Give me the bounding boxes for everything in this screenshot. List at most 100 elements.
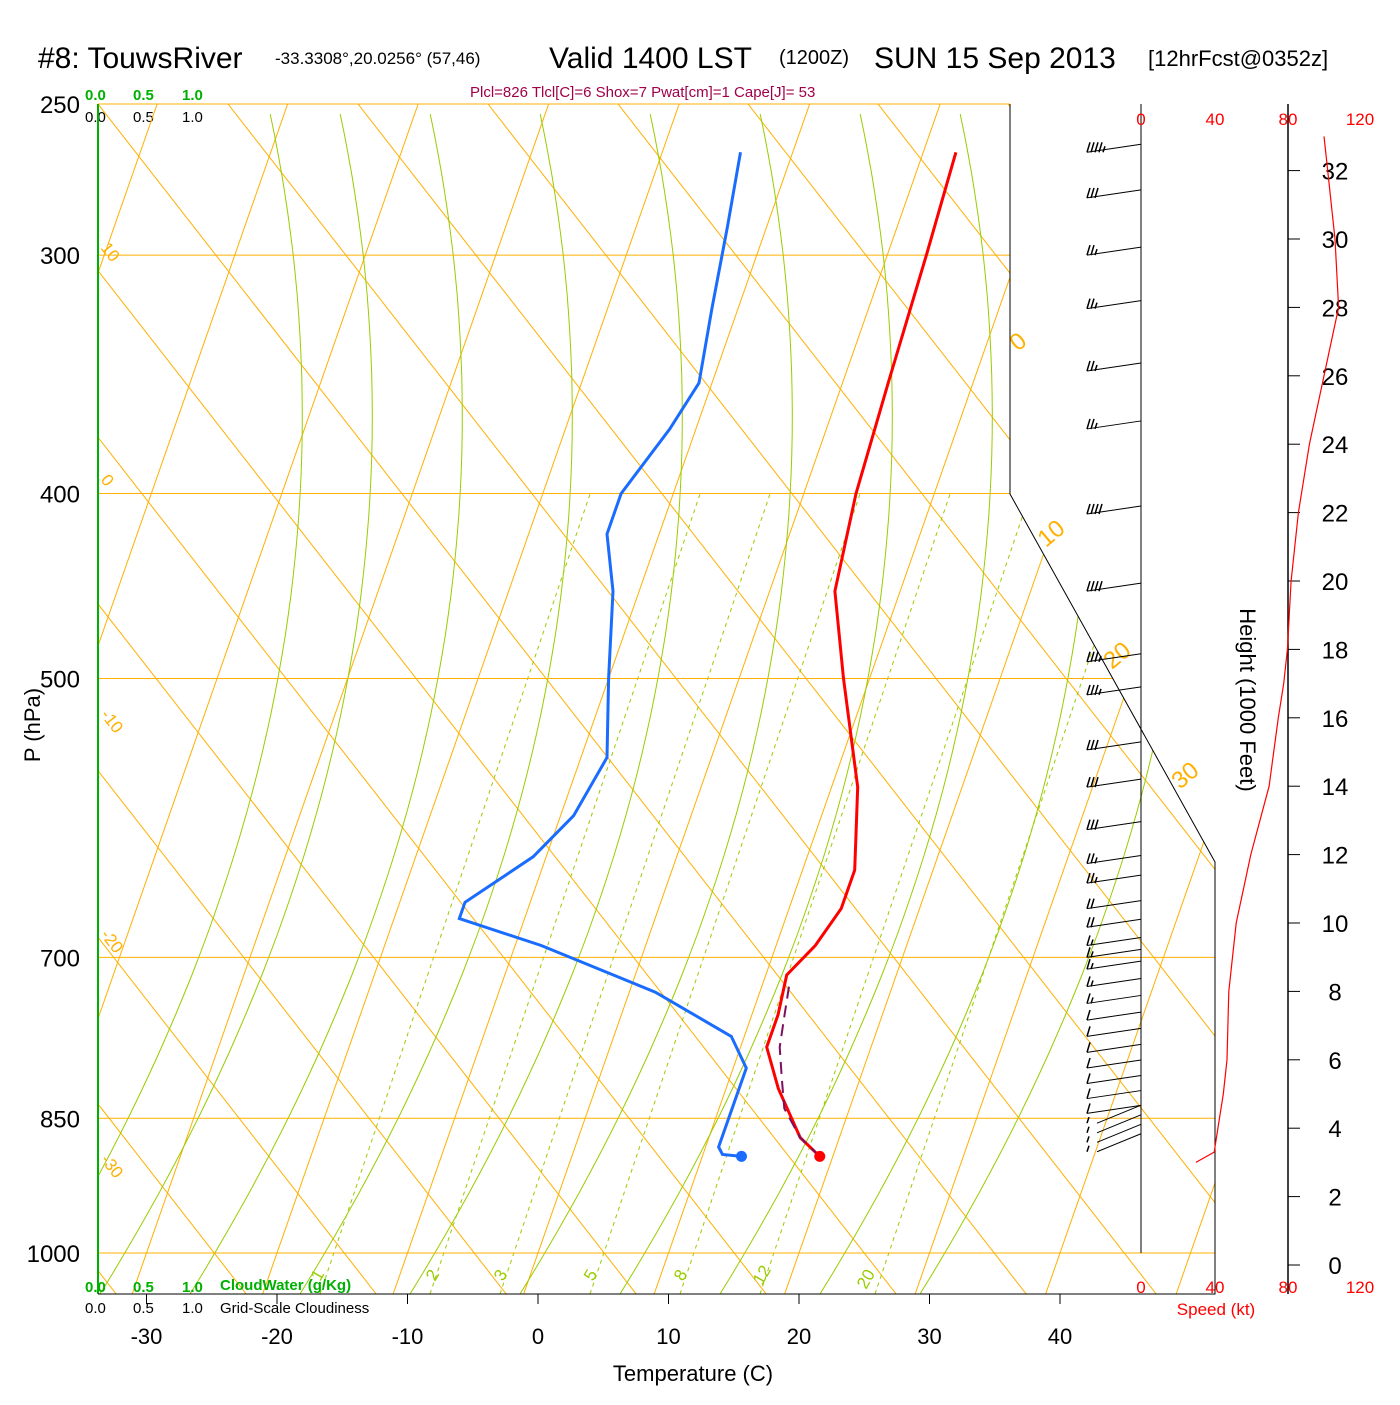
adiabat-line: [98, 104, 897, 1294]
isotherm-label-right: 0: [1005, 327, 1033, 356]
adiabat-line: [98, 104, 767, 1294]
stability-indices: Plcl=826 Tlcl[C]=6 Shox=7 Pwat[cm]=1 Cap…: [470, 84, 815, 101]
wind-barb: [1086, 898, 1142, 910]
wind-barb-flag: [1094, 651, 1099, 662]
cloudwater-tick: 0.0: [85, 87, 106, 104]
cloudwater-tick: 0.5: [133, 1279, 154, 1296]
wind-barb-half-flag: [1098, 655, 1102, 662]
speed-tick-label: 40: [1206, 1278, 1225, 1297]
height-tick-label: 0: [1328, 1253, 1341, 1280]
forecast-label: [12hrFcst@0352z]: [1148, 46, 1328, 71]
wind-barb: [1086, 142, 1142, 153]
adiabat-line: [98, 104, 377, 1294]
wind-barb: [1086, 418, 1142, 430]
wind-barb-flag: [1086, 187, 1091, 199]
wind-barb-half-flag: [1098, 688, 1102, 696]
isotherm-label-right: 30: [1167, 757, 1205, 795]
wind-barb-flag: [1086, 958, 1091, 970]
wind-barb-shaft: [1086, 1090, 1142, 1100]
wind-barb: [1086, 503, 1142, 515]
cloudwater-tick: 0.5: [133, 87, 154, 104]
wind-barb-half-flag: [1094, 422, 1098, 430]
pressure-tick-label: 400: [40, 482, 80, 509]
wind-barb-flag: [1094, 580, 1099, 592]
wind-barb: [1086, 1133, 1142, 1153]
wind-barb-flag: [1086, 917, 1091, 928]
cloudwater-scale-bottom: 0.0 0.5 1.0 CloudWater (g/Kg): [85, 1277, 351, 1296]
wind-barb-shaft: [1086, 1074, 1142, 1084]
wind-barb-flag: [1086, 580, 1091, 592]
isotherm-line: [262, 104, 680, 1294]
mixing-ratio-line: [319, 493, 591, 1294]
wind-barb-flag: [1094, 503, 1099, 515]
wind-barb-flag: [1090, 898, 1095, 909]
wind-barb-flag: [1090, 739, 1095, 751]
wind-barb-flag: [1098, 503, 1103, 515]
wind-barb-flag: [1098, 580, 1103, 592]
height-tick-label: 16: [1322, 706, 1349, 733]
wind-barb: [1086, 1123, 1142, 1143]
adiabat-line: [1137, 104, 1215, 1294]
wind-barb-flag: [1090, 503, 1095, 515]
adiabat-line: [98, 104, 637, 1294]
temp-tick-label: 10: [656, 1324, 680, 1349]
wind-barb-shaft: [1086, 960, 1142, 970]
temp-tick-label: 40: [1048, 1324, 1072, 1349]
wind-barb-flag: [1090, 360, 1095, 372]
height-axis-title: Height (1000 Feet): [1235, 608, 1260, 791]
adiabat-line: [357, 104, 1215, 1294]
wind-barb-half-flag: [1086, 1116, 1090, 1124]
x-axis-title: Temperature (C): [613, 1361, 773, 1386]
height-tick-label: 2: [1328, 1185, 1341, 1212]
wind-barb-shaft: [1086, 1027, 1142, 1037]
height-tick-label: 14: [1322, 774, 1349, 801]
wind-barb: [1086, 853, 1142, 864]
wind-barb-flag: [1090, 142, 1095, 153]
isotherm-grid: [98, 104, 1215, 1294]
plot-border: [98, 104, 1216, 1295]
wind-barb-half-flag: [1094, 364, 1098, 372]
temp-tick-label: -30: [131, 1324, 163, 1349]
mixing-ratio-label: 20: [853, 1266, 879, 1292]
wind-barb: [1086, 917, 1142, 928]
wind-barb-shaft: [1096, 1104, 1142, 1124]
wind-barb: [1086, 1057, 1142, 1069]
wind-barb-flag: [1086, 935, 1091, 946]
plot-frame: -30 -20 -10 0 10 20 30 40: [97, 104, 1216, 1349]
wind-barb-flag: [1094, 187, 1099, 199]
wind-barb: [1086, 187, 1142, 199]
wind-barb-flag: [1090, 819, 1095, 830]
wind-barb-flag: [1094, 684, 1099, 696]
wind-barb: [1086, 947, 1142, 958]
wind-barb-flag: [1086, 1009, 1091, 1021]
wind-barb-flag: [1086, 993, 1091, 1004]
y-axis-title: P (hPa): [20, 688, 45, 762]
height-tick-label: 6: [1328, 1048, 1341, 1075]
pressure-tick-label: 700: [40, 945, 80, 972]
wind-barb: [1086, 819, 1142, 831]
wind-barb: [1086, 935, 1142, 946]
isotherm-line: [131, 104, 550, 1294]
wind-barb-flag: [1090, 651, 1095, 662]
wind-barb-flag: [1086, 1103, 1091, 1114]
cloudiness-tick: 0.0: [85, 1300, 106, 1317]
pressure-tick-label: 300: [40, 243, 80, 270]
speed-tick-label: 0: [1136, 110, 1145, 129]
wind-barb-flag: [1090, 187, 1095, 199]
height-tick-label: 8: [1328, 979, 1341, 1006]
wind-barb-flag: [1094, 776, 1099, 788]
wind-barb-flag: [1086, 976, 1091, 987]
wind-barb-flag: [1090, 580, 1095, 592]
moist-adiabat-line: [519, 113, 793, 1294]
isotherm-line: [523, 104, 941, 1294]
wind-barb-flag: [1086, 1026, 1091, 1037]
adiabat-line: [227, 104, 1157, 1294]
wind-barb: [1086, 1009, 1142, 1021]
wind-barb-shaft: [1096, 1114, 1142, 1134]
valid-date: SUN 15 Sep 2013: [874, 42, 1116, 75]
mixing-ratio-label: 12: [749, 1262, 775, 1288]
height-tick-label: 12: [1322, 843, 1349, 870]
